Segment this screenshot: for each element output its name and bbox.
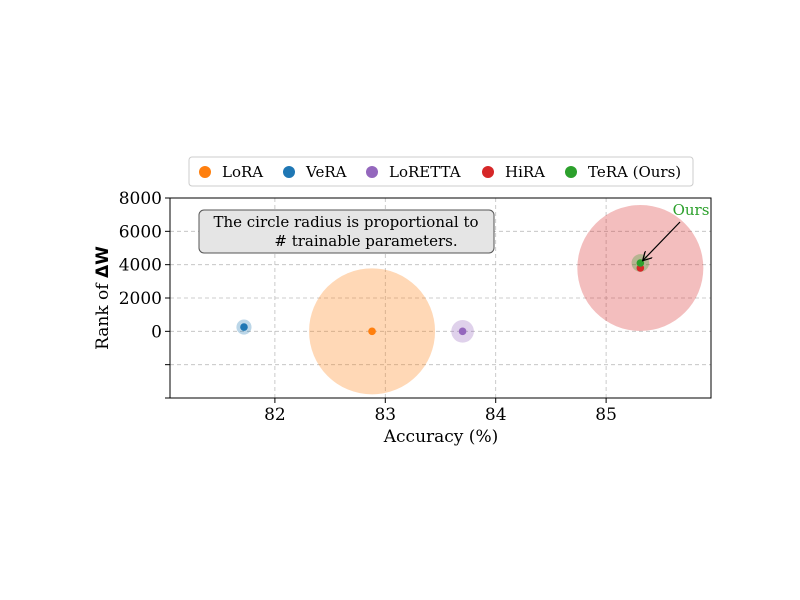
legend-frame <box>188 156 694 187</box>
ours-label: Ours <box>673 201 710 219</box>
loretta-point <box>458 327 467 336</box>
ours-callout: Ours <box>643 201 709 260</box>
legend-marker-loretta <box>366 166 378 178</box>
legend-label-hira: HiRA <box>505 163 545 181</box>
lora-point <box>368 327 376 336</box>
y-axis-title-prefix: Rank of <box>93 278 113 350</box>
x-tick-label-1: 83 <box>374 405 396 425</box>
y-axis-title: Rank of ΔW <box>93 246 113 350</box>
y-tick-label-2: 4000 <box>119 256 162 276</box>
legend-marker-hira <box>482 166 494 178</box>
legend: LoRA VeRA LoRETTA HiRA TeRA (Ours) <box>188 156 694 187</box>
legend-label-lora: LoRA <box>222 163 263 181</box>
y-axis-title-symbol: ΔW <box>93 246 113 278</box>
legend-marker-tera-ours <box>565 166 577 178</box>
ours-arrow <box>643 221 681 260</box>
y-tick-label-1: 6000 <box>119 222 162 242</box>
x-tick-label-2: 84 <box>485 405 507 425</box>
legend-marker-vera <box>283 166 295 178</box>
radius-note-box <box>198 209 495 254</box>
y-tick-label-4: 0 <box>151 322 162 342</box>
y-tick-label-3: 2000 <box>119 289 162 309</box>
radius-note: The circle radius is proportional to # t… <box>198 209 495 254</box>
legend-label-tera-ours: TeRA (Ours) <box>588 163 681 181</box>
y-tick-label-0: 8000 <box>119 189 162 209</box>
legend-marker-lora <box>199 166 211 178</box>
legend-label-loretta: LoRETTA <box>389 163 461 181</box>
x-axis-title: Accuracy (%) <box>383 427 498 447</box>
x-tick-label-0: 82 <box>264 405 286 425</box>
tera-ours-point <box>636 259 645 267</box>
bubbles <box>236 205 704 395</box>
radius-note-line2: # trainable parameters. <box>274 232 457 250</box>
grid <box>170 198 711 398</box>
axis-ticks: 82 83 84 85 8000 6000 4000 2000 0 <box>119 189 617 425</box>
x-tick-label-3: 85 <box>595 405 617 425</box>
vera-point <box>240 323 248 331</box>
radius-note-line1: The circle radius is proportional to <box>213 213 478 231</box>
legend-label-vera: VeRA <box>305 163 347 181</box>
